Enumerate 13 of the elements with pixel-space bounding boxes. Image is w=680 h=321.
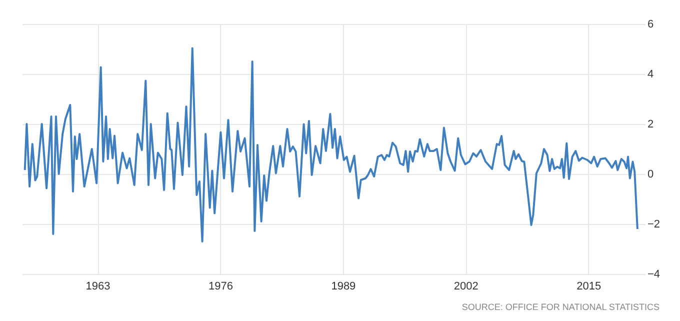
x-tick-label: 2015: [576, 280, 602, 292]
source-note: SOURCE: OFFICE FOR NATIONAL STATISTICS: [462, 302, 660, 312]
line-series: [24, 47, 638, 242]
y-tick-label: 2: [648, 118, 654, 130]
x-tick-label: 1963: [86, 280, 110, 292]
y-tick-label: 6: [648, 18, 654, 30]
y-tick-label: 4: [648, 68, 654, 80]
x-tick-label: 1976: [208, 280, 233, 292]
x-tick-label: 1989: [331, 280, 356, 292]
x-tick-label: 2002: [454, 280, 478, 292]
y-tick-label: −4: [648, 268, 660, 280]
y-tick-label: 0: [648, 168, 654, 180]
y-tick-label: −2: [648, 218, 660, 230]
